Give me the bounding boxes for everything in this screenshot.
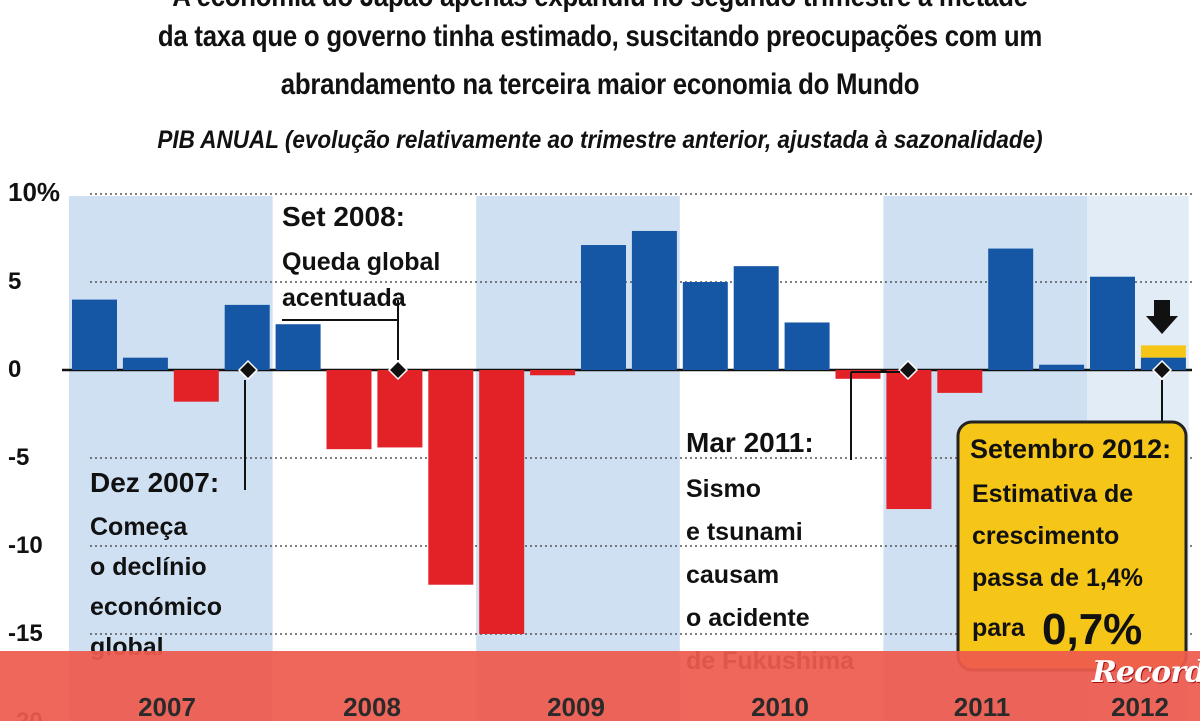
event-marker-set-2008 [387, 359, 409, 381]
event-marker-mar-2011 [897, 359, 919, 381]
annotation-text: o acidente [686, 604, 810, 632]
chart-title: PIB ANUAL (evolução relativamente ao tri… [157, 126, 1043, 154]
bar-positive [988, 248, 1034, 370]
bar-positive [784, 322, 830, 370]
callout-prefix: para [972, 614, 1026, 642]
bar-positive [275, 324, 321, 370]
year-label: 2010 [751, 692, 809, 721]
bar-positive [72, 299, 117, 370]
year-label: 2007 [138, 692, 196, 721]
bar-positive [733, 266, 779, 370]
annotation-text: o declínio [90, 553, 207, 581]
callout-highlight-value: 0,7% [1042, 605, 1142, 654]
bar-positive [581, 245, 626, 370]
annotation-text: Começa [90, 513, 188, 541]
y-tick-label: 10% [8, 177, 60, 207]
year-label: 2008 [343, 692, 401, 721]
annotation-text: económico [90, 593, 222, 621]
headline-line-1: A economia do Japão apenas expandiu no s… [84, 0, 1116, 16]
year-label: 2009 [547, 692, 605, 721]
annotation-text: Sismo [686, 475, 761, 503]
y-tick-label: -15 [8, 620, 43, 647]
annotation-text: e tsunami [686, 518, 803, 546]
record-logo: Record [1092, 655, 1200, 690]
year-label: 2011 [954, 692, 1010, 721]
callout-text: passa de 1,4% [972, 564, 1143, 592]
event-marker-set-2012 [1151, 359, 1173, 381]
annotation-text: Queda global [282, 248, 440, 276]
headline-line-2: da taxa que o governo tinha estimado, su… [157, 20, 1043, 53]
down-arrow-icon [1154, 300, 1170, 318]
down-arrow-icon [1146, 316, 1178, 334]
bar-negative [428, 370, 474, 585]
event-marker-dez-2007 [237, 359, 259, 381]
annotation-text: causam [686, 561, 779, 589]
y-tick-label: 0 [8, 356, 21, 383]
bar-negative [530, 370, 576, 376]
callout-text: Estimativa de [972, 480, 1133, 508]
year-label: 2012 [1111, 692, 1169, 721]
annotation-heading: Set 2008: [282, 201, 405, 232]
annotation-heading: Dez 2007: [90, 467, 219, 498]
headline-line-3: abrandamento na terceira maior economia … [280, 68, 920, 101]
y-tick-label: -5 [8, 444, 29, 471]
bar-negative [835, 370, 881, 379]
bar-positive [682, 282, 728, 370]
bottom-banner [0, 651, 1200, 721]
bar-positive [122, 357, 168, 370]
bar-positive [1039, 364, 1085, 370]
bar-negative [886, 370, 932, 510]
bar-positive [631, 230, 677, 370]
bar-revised-estimate [1140, 345, 1186, 358]
bar-negative [377, 370, 423, 448]
annotation-heading: Mar 2011: [686, 427, 814, 458]
bar-negative [173, 370, 219, 402]
callout-heading: Setembro 2012: [970, 434, 1171, 464]
bar-positive [1090, 276, 1135, 370]
y-tick-label: 5 [8, 268, 21, 295]
bar-negative [479, 370, 525, 634]
bar-negative [326, 370, 372, 450]
bar-positive [224, 304, 270, 370]
callout-text: crescimento [972, 522, 1119, 550]
bar-negative [937, 370, 983, 393]
y-tick-label: -10 [8, 532, 43, 559]
annotation-text: acentuada [282, 284, 407, 312]
